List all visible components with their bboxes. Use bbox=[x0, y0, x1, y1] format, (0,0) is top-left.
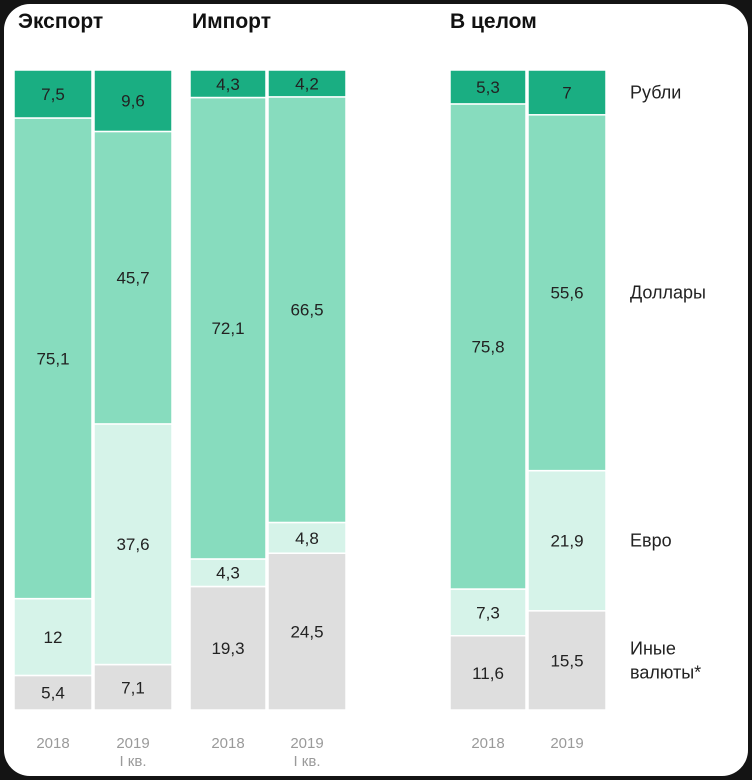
category-label: 2018 bbox=[211, 735, 244, 752]
category-label: I кв. bbox=[293, 753, 320, 770]
bar-segment-rub bbox=[267, 69, 347, 98]
data-label: 5,3 bbox=[476, 78, 500, 97]
legend-rub: Рубли bbox=[630, 82, 681, 102]
panel-title: Экспорт bbox=[18, 10, 103, 33]
panel-title: Импорт bbox=[192, 10, 271, 33]
bar-segment-other bbox=[189, 585, 267, 711]
bar-segment-usd bbox=[93, 130, 173, 425]
bar-segment-other bbox=[267, 552, 347, 711]
category-label: 2019 bbox=[116, 735, 149, 752]
bar-segment-rub bbox=[527, 69, 607, 116]
data-label: 12 bbox=[44, 628, 63, 647]
bar-segment-other bbox=[13, 674, 93, 711]
data-label: 45,7 bbox=[116, 269, 149, 288]
panel-title: В целом bbox=[450, 10, 537, 33]
bar-segment-rub bbox=[449, 69, 527, 105]
legend-other: валюты* bbox=[630, 662, 701, 682]
bar-segment-eur bbox=[93, 423, 173, 666]
data-label: 7,1 bbox=[121, 678, 145, 697]
data-label: 75,1 bbox=[36, 349, 69, 368]
data-label: 66,5 bbox=[290, 301, 323, 320]
data-label: 4,3 bbox=[216, 564, 240, 583]
category-label: 2018 bbox=[471, 735, 504, 752]
bar-segment-rub bbox=[93, 69, 173, 133]
data-label: 15,5 bbox=[550, 651, 583, 670]
category-label: I кв. bbox=[119, 753, 146, 770]
data-label: 11,6 bbox=[472, 664, 504, 683]
data-label: 4,8 bbox=[295, 529, 319, 548]
bar-segment-usd bbox=[267, 96, 347, 524]
data-label: 7 bbox=[562, 83, 571, 102]
bar-segment-other bbox=[449, 635, 527, 711]
legend: Рубли Доллары Евро Иные валюты* bbox=[630, 82, 706, 682]
category-label: 2019 bbox=[550, 735, 583, 752]
data-label: 4,2 bbox=[295, 74, 319, 93]
data-label: 75,8 bbox=[471, 337, 504, 356]
category-label: 2019 bbox=[290, 735, 323, 752]
data-label: 72,1 bbox=[211, 319, 244, 338]
category-label: 2018 bbox=[36, 735, 69, 752]
legend-eur: Евро bbox=[630, 531, 672, 551]
bar-segment-usd bbox=[449, 103, 527, 590]
data-label: 55,6 bbox=[550, 284, 583, 303]
data-label: 7,3 bbox=[476, 603, 500, 622]
bar-segment-usd bbox=[189, 96, 267, 560]
bar-segment-eur bbox=[527, 469, 607, 612]
data-label: 4,3 bbox=[216, 75, 240, 94]
data-label: 21,9 bbox=[550, 532, 583, 551]
data-label: 9,6 bbox=[121, 92, 145, 111]
legend-other: Иные bbox=[630, 638, 676, 658]
data-label: 37,6 bbox=[116, 535, 149, 554]
data-label: 19,3 bbox=[211, 639, 244, 658]
bar-segment-usd bbox=[13, 117, 93, 600]
data-label: 7,5 bbox=[41, 85, 65, 104]
panel-1: Экспорт 5,4 12 75,1 7,5 2018 7,1 37,6 45,7 9,6 201… bbox=[13, 10, 173, 770]
legend-usd: Доллары bbox=[630, 283, 706, 303]
data-label: 5,4 bbox=[41, 684, 65, 703]
bar-segment-eur bbox=[449, 588, 527, 637]
bar-segment-rub bbox=[189, 69, 267, 99]
panel-3: В целом 11,6 7,3 75,8 5,3 2018 15,5 21,9 55,6 7 20… bbox=[449, 10, 607, 752]
bar-segment-rub bbox=[13, 69, 93, 119]
bar-segment-usd bbox=[527, 114, 607, 472]
data-label: 24,5 bbox=[290, 623, 323, 642]
panel-2: Импорт 19,3 4,3 72,1 4,3 2018 24,5 4,8 66,5 4,2 20… bbox=[189, 10, 347, 770]
